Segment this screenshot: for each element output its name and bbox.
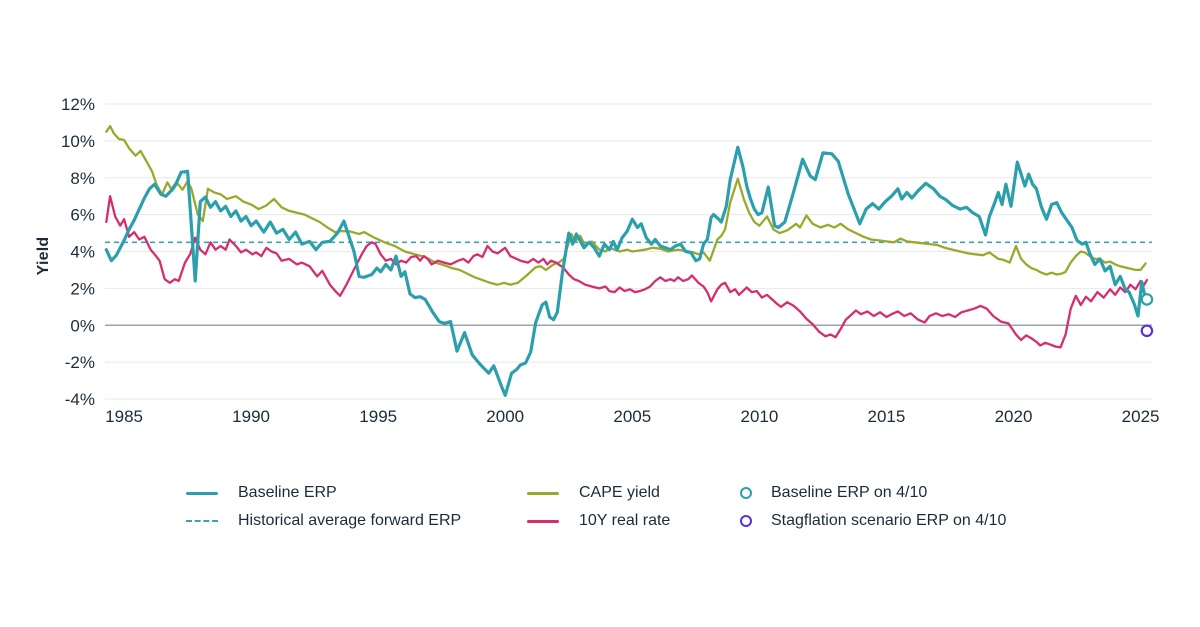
10y-real-rate-line xyxy=(105,195,1149,349)
x-tick-label: 2015 xyxy=(867,407,905,426)
legend-label: Baseline ERP on 4/10 xyxy=(771,484,928,501)
y-tick-label: 4% xyxy=(70,243,95,262)
baseline-erp-line xyxy=(104,145,1148,397)
legend-label: CAPE yield xyxy=(579,484,660,501)
x-tick-label: 1995 xyxy=(359,407,397,426)
legend-line-swatch-icon xyxy=(186,520,218,522)
legend-baseline-erp: Baseline ERP xyxy=(186,479,461,507)
plot-area: 12% 10% 8% 6% 4% 2% 0% -2% -4% 1985 1990 1995 2000 20… xyxy=(61,95,1160,426)
x-tick-label: 2020 xyxy=(995,407,1033,426)
y-tick-label: 6% xyxy=(70,206,95,225)
stagflation-erp-marker xyxy=(1140,324,1154,338)
legend-line-swatch-icon xyxy=(527,491,559,495)
legend: Baseline ERP Historical average forward E… xyxy=(0,479,1200,539)
y-tick-label: 0% xyxy=(70,316,95,335)
legend-line-swatch-icon xyxy=(527,519,559,523)
x-tick-label: 1990 xyxy=(232,407,270,426)
y-tick-label: -4% xyxy=(65,390,95,409)
x-tick-label: 2025 xyxy=(1122,407,1160,426)
legend-cape-yield: CAPE yield xyxy=(527,479,670,507)
legend-line-swatch-icon xyxy=(186,491,218,495)
legend-column: Baseline ERP on 4/10 Stagflation scenario… xyxy=(738,479,1006,535)
legend-circle-swatch-icon xyxy=(740,487,752,499)
x-tick-label: 2000 xyxy=(486,407,524,426)
legend-label: Stagflation scenario ERP on 4/10 xyxy=(771,512,1007,529)
y-tick-label: -2% xyxy=(65,353,95,372)
legend-10y-real-rate: 10Y real rate xyxy=(527,507,670,535)
baseline-erp-marker xyxy=(1140,293,1154,306)
legend-baseline-erp-on-410: Baseline ERP on 4/10 xyxy=(738,479,1006,507)
x-tick-label: 1985 xyxy=(105,407,143,426)
y-tick-label: 10% xyxy=(61,132,95,151)
legend-label: Historical average forward ERP xyxy=(238,512,462,529)
y-tick-label: 2% xyxy=(70,279,95,298)
legend-column: Baseline ERP Historical average forward E… xyxy=(186,479,461,535)
y-tick-label: 12% xyxy=(61,95,95,114)
y-tick-label: 8% xyxy=(70,169,95,188)
legend-circle-swatch-icon xyxy=(740,515,752,527)
legend-label: 10Y real rate xyxy=(579,512,671,529)
legend-historical-average: Historical average forward ERP xyxy=(186,507,461,535)
legend-label: Baseline ERP xyxy=(238,484,337,501)
cape-yield-line xyxy=(105,124,1147,286)
legend-column: CAPE yield 10Y real rate xyxy=(527,479,670,535)
legend-stagflation-erp-on-410: Stagflation scenario ERP on 4/10 xyxy=(738,507,1006,535)
x-tick-label: 2005 xyxy=(613,407,651,426)
x-tick-label: 2010 xyxy=(740,407,778,426)
